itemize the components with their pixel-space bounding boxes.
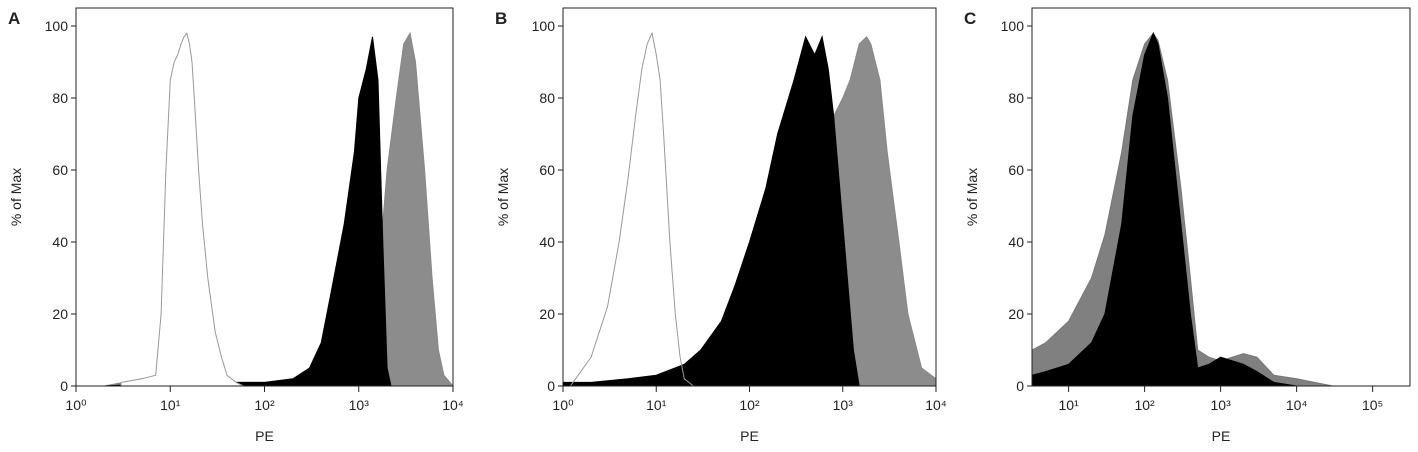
y-tick-label: 100	[532, 18, 556, 34]
panel-label: A	[8, 9, 20, 28]
x-tick-label: 10⁰	[552, 397, 574, 413]
y-tick-label: 40	[1008, 234, 1024, 250]
x-tick-label: 10¹	[646, 397, 667, 413]
x-tick-label: 10²	[739, 397, 760, 413]
y-tick-label: 20	[52, 306, 68, 322]
x-tick-label: 10³	[833, 397, 854, 413]
y-tick-label: 0	[1016, 378, 1024, 394]
histogram-area	[562, 35, 860, 387]
histogram-area	[1031, 32, 1333, 387]
y-tick-label: 80	[1008, 90, 1024, 106]
x-tick-label: 10⁴	[1286, 397, 1308, 413]
histogram-area	[569, 31, 695, 387]
y-tick-label: 0	[60, 378, 68, 394]
plot-frame	[1031, 7, 1411, 387]
x-axis-label: PE	[1212, 428, 1231, 444]
x-axis-label: PE	[740, 428, 759, 444]
x-tick-label: 10⁰	[65, 397, 87, 413]
plot-frame	[562, 7, 937, 387]
y-axis-label: % of Max	[495, 168, 511, 226]
panel-label: B	[495, 9, 507, 28]
y-tick-label: 80	[539, 90, 555, 106]
x-tick-label: 10¹	[1058, 397, 1079, 413]
y-tick-label: 0	[547, 378, 555, 394]
x-axis-label: PE	[255, 428, 274, 444]
plot-frame	[75, 7, 454, 387]
x-tick-label: 10⁴	[442, 397, 464, 413]
x-tick-label: 10¹	[160, 397, 181, 413]
x-tick-label: 10³	[1211, 397, 1232, 413]
y-tick-label: 40	[539, 234, 555, 250]
x-tick-label: 10⁵	[1362, 397, 1383, 413]
y-tick-label: 80	[52, 90, 68, 106]
histogram-area	[120, 32, 244, 387]
x-tick-label: 10³	[349, 397, 370, 413]
y-axis-label: % of Max	[8, 168, 24, 226]
panel-label: C	[964, 9, 976, 28]
x-tick-label: 10⁴	[925, 397, 947, 413]
x-tick-label: 10²	[254, 397, 275, 413]
histogram-area	[104, 36, 392, 387]
x-tick-label: 10²	[1134, 397, 1155, 413]
y-tick-label: 60	[1008, 162, 1024, 178]
y-tick-label: 20	[539, 306, 555, 322]
histogram-area	[104, 31, 455, 387]
y-tick-label: 100	[1001, 18, 1025, 34]
y-tick-label: 100	[45, 18, 69, 34]
histogram-area	[1031, 31, 1297, 387]
y-tick-label: 20	[1008, 306, 1024, 322]
y-axis-label: % of Max	[964, 168, 980, 226]
y-tick-label: 40	[52, 234, 68, 250]
y-tick-label: 60	[539, 162, 555, 178]
y-tick-label: 60	[52, 162, 68, 178]
